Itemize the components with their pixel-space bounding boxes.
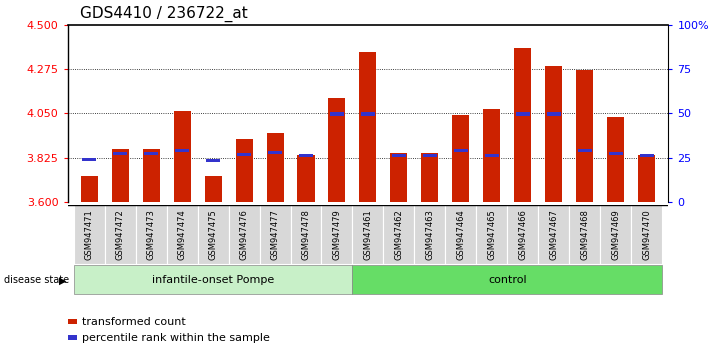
Bar xyxy=(515,113,530,116)
Bar xyxy=(360,52,376,202)
Bar xyxy=(353,266,662,294)
Bar xyxy=(113,152,127,155)
Bar xyxy=(578,149,592,153)
Bar xyxy=(445,205,476,264)
Text: GSM947461: GSM947461 xyxy=(363,209,373,260)
Bar xyxy=(485,154,499,157)
Text: GSM947466: GSM947466 xyxy=(518,209,528,260)
Text: GSM947469: GSM947469 xyxy=(611,209,620,260)
Bar xyxy=(81,176,97,202)
Bar xyxy=(235,139,252,202)
Bar xyxy=(321,205,353,264)
Bar xyxy=(415,205,445,264)
Text: GSM947472: GSM947472 xyxy=(116,209,124,260)
Bar xyxy=(483,109,501,202)
Text: GSM947474: GSM947474 xyxy=(178,209,186,260)
Text: GSM947475: GSM947475 xyxy=(208,209,218,260)
Bar xyxy=(640,154,653,157)
Bar xyxy=(423,154,437,157)
Bar xyxy=(514,48,531,202)
Bar xyxy=(390,153,407,202)
Bar xyxy=(166,205,198,264)
Text: GSM947471: GSM947471 xyxy=(85,209,94,260)
Bar xyxy=(538,205,570,264)
Bar xyxy=(330,113,344,116)
Bar xyxy=(237,153,251,156)
Bar xyxy=(508,205,538,264)
Text: GSM947470: GSM947470 xyxy=(642,209,651,260)
Bar xyxy=(173,111,191,202)
Text: GSM947478: GSM947478 xyxy=(301,209,311,260)
Bar xyxy=(228,205,260,264)
Bar xyxy=(74,205,105,264)
Bar xyxy=(576,70,593,202)
Text: GSM947464: GSM947464 xyxy=(456,209,465,260)
Text: GSM947479: GSM947479 xyxy=(333,209,341,260)
Bar xyxy=(143,149,160,202)
Bar xyxy=(476,205,508,264)
Bar xyxy=(144,152,158,155)
Text: GDS4410 / 236722_at: GDS4410 / 236722_at xyxy=(80,6,247,22)
Bar xyxy=(361,113,375,116)
Text: infantile-onset Pompe: infantile-onset Pompe xyxy=(152,275,274,285)
Bar xyxy=(112,149,129,202)
Bar xyxy=(260,205,291,264)
Bar xyxy=(600,205,631,264)
Bar xyxy=(631,205,662,264)
Text: GSM947468: GSM947468 xyxy=(580,209,589,260)
Bar xyxy=(105,205,136,264)
Bar xyxy=(268,151,282,154)
Bar xyxy=(353,205,383,264)
Bar xyxy=(545,66,562,202)
Text: GSM947467: GSM947467 xyxy=(550,209,558,260)
Text: GSM947463: GSM947463 xyxy=(425,209,434,260)
Bar xyxy=(328,98,346,202)
Bar xyxy=(198,205,228,264)
Bar xyxy=(607,117,624,202)
Text: disease state: disease state xyxy=(4,275,69,285)
Bar xyxy=(291,205,321,264)
Bar xyxy=(82,158,96,161)
Bar xyxy=(74,266,353,294)
Text: GSM947476: GSM947476 xyxy=(240,209,249,260)
Bar xyxy=(175,149,189,153)
Bar xyxy=(299,154,313,157)
Bar xyxy=(638,155,655,202)
Bar xyxy=(422,153,439,202)
Bar xyxy=(136,205,166,264)
Bar xyxy=(570,205,600,264)
Text: GSM947477: GSM947477 xyxy=(271,209,279,260)
Text: ▶: ▶ xyxy=(59,275,67,285)
Text: GSM947465: GSM947465 xyxy=(487,209,496,260)
Bar xyxy=(609,152,623,155)
Bar xyxy=(205,176,222,202)
Bar xyxy=(383,205,415,264)
Text: GSM947462: GSM947462 xyxy=(395,209,403,260)
Text: transformed count: transformed count xyxy=(82,318,186,327)
Bar xyxy=(452,115,469,202)
Text: control: control xyxy=(488,275,527,285)
Bar xyxy=(392,154,406,157)
Text: GSM947473: GSM947473 xyxy=(146,209,156,260)
Bar xyxy=(547,113,561,116)
Text: percentile rank within the sample: percentile rank within the sample xyxy=(82,333,270,343)
Bar xyxy=(454,149,468,153)
Bar xyxy=(267,133,284,202)
Bar xyxy=(206,159,220,162)
Bar xyxy=(297,155,314,202)
